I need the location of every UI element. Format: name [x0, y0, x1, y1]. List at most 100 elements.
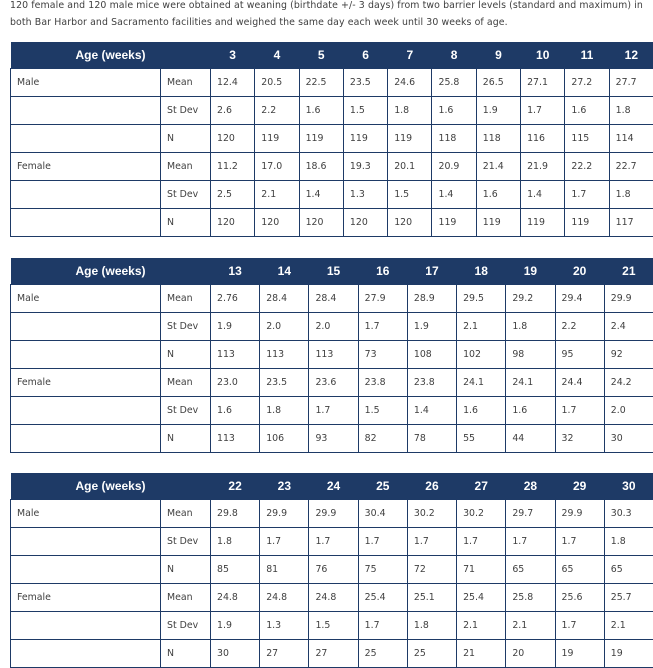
value-cell: 117 [609, 209, 653, 237]
stat-label: Mean [161, 153, 211, 181]
value-cell: 24.6 [388, 69, 432, 97]
value-cell: 82 [358, 425, 407, 453]
value-cell: 29.2 [506, 285, 555, 313]
value-cell: 2.4 [604, 313, 653, 341]
value-cell: 25.8 [506, 584, 555, 612]
value-cell: 1.7 [506, 528, 555, 556]
group-cell-blank [11, 125, 161, 153]
week-header: 24 [309, 473, 358, 500]
stat-label: St Dev [161, 313, 211, 341]
value-cell: 23.0 [211, 369, 260, 397]
stat-label: Mean [161, 584, 211, 612]
value-cell: 30.3 [604, 500, 653, 528]
stat-label: St Dev [161, 97, 211, 125]
stat-label: N [161, 209, 211, 237]
value-cell: 1.7 [521, 97, 565, 125]
value-cell: 65 [555, 556, 604, 584]
value-cell: 118 [476, 125, 520, 153]
value-cell: 120 [211, 209, 255, 237]
value-cell: 28.4 [260, 285, 309, 313]
group-cell-blank [11, 209, 161, 237]
value-cell: 24.8 [260, 584, 309, 612]
week-header: 7 [388, 42, 432, 69]
group-label: Female [11, 369, 161, 397]
week-header: 14 [260, 258, 309, 285]
week-header: 21 [604, 258, 653, 285]
value-cell: 120 [255, 209, 299, 237]
value-cell: 1.8 [604, 528, 653, 556]
week-header: 23 [260, 473, 309, 500]
value-cell: 29.8 [211, 500, 260, 528]
value-cell: 1.7 [358, 528, 407, 556]
value-cell: 118 [432, 125, 476, 153]
value-cell: 1.7 [555, 397, 604, 425]
value-cell: 23.5 [343, 69, 387, 97]
value-cell: 23.8 [407, 369, 456, 397]
value-cell: 1.7 [457, 528, 506, 556]
value-cell: 25.1 [407, 584, 456, 612]
stat-label: St Dev [161, 528, 211, 556]
value-cell: 78 [407, 425, 456, 453]
value-cell: 29.9 [555, 500, 604, 528]
value-cell: 102 [457, 341, 506, 369]
value-cell: 119 [432, 209, 476, 237]
value-cell: 2.1 [255, 181, 299, 209]
value-cell: 24.2 [604, 369, 653, 397]
intro-line: both Bar Harbor and Sacramento facilitie… [10, 14, 650, 31]
value-cell: 1.9 [211, 612, 260, 640]
week-header: 3 [211, 42, 255, 69]
value-cell: 120 [388, 209, 432, 237]
group-label: Female [11, 584, 161, 612]
group-cell-blank [11, 640, 161, 668]
value-cell: 1.5 [309, 612, 358, 640]
value-cell: 119 [299, 125, 343, 153]
value-cell: 2.2 [555, 313, 604, 341]
value-cell: 1.4 [299, 181, 343, 209]
value-cell: 119 [521, 209, 565, 237]
value-cell: 29.9 [604, 285, 653, 313]
value-cell: 1.7 [565, 181, 609, 209]
value-cell: 1.6 [432, 97, 476, 125]
value-cell: 25.4 [457, 584, 506, 612]
value-cell: 1.9 [476, 97, 520, 125]
value-cell: 24.1 [457, 369, 506, 397]
group-label: Male [11, 69, 161, 97]
value-cell: 21 [457, 640, 506, 668]
value-cell: 93 [309, 425, 358, 453]
value-cell: 27.2 [565, 69, 609, 97]
value-cell: 120 [343, 209, 387, 237]
value-cell: 119 [388, 125, 432, 153]
value-cell: 27 [260, 640, 309, 668]
value-cell: 1.7 [555, 612, 604, 640]
value-cell: 30.2 [457, 500, 506, 528]
value-cell: 2.1 [457, 313, 506, 341]
value-cell: 24.8 [211, 584, 260, 612]
week-header: 8 [432, 42, 476, 69]
stat-label: Mean [161, 285, 211, 313]
value-cell: 23.8 [358, 369, 407, 397]
week-header: 11 [565, 42, 609, 69]
week-header: 15 [309, 258, 358, 285]
value-cell: 114 [609, 125, 653, 153]
value-cell: 1.6 [476, 181, 520, 209]
value-cell: 25 [407, 640, 456, 668]
value-cell: 1.4 [432, 181, 476, 209]
value-cell: 1.9 [211, 313, 260, 341]
value-cell: 18.6 [299, 153, 343, 181]
week-header: 9 [476, 42, 520, 69]
value-cell: 1.6 [506, 397, 555, 425]
value-cell: 25.4 [358, 584, 407, 612]
value-cell: 1.5 [343, 97, 387, 125]
